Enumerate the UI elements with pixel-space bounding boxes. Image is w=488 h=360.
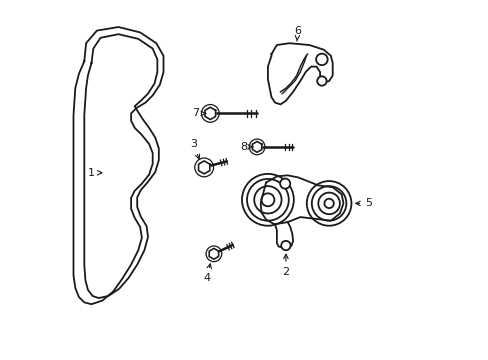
- Text: 5: 5: [355, 198, 371, 208]
- Text: 6: 6: [294, 26, 301, 41]
- Text: 8: 8: [240, 142, 252, 152]
- Polygon shape: [209, 248, 218, 259]
- Polygon shape: [252, 141, 261, 152]
- Polygon shape: [267, 43, 332, 104]
- Text: 4: 4: [203, 264, 211, 283]
- Circle shape: [316, 54, 327, 65]
- Text: 2: 2: [282, 254, 289, 277]
- Circle shape: [280, 179, 289, 189]
- Circle shape: [317, 76, 326, 86]
- Polygon shape: [198, 161, 209, 174]
- Polygon shape: [260, 175, 343, 224]
- Text: 7: 7: [192, 108, 205, 118]
- Circle shape: [281, 241, 290, 250]
- Polygon shape: [275, 222, 292, 248]
- Polygon shape: [204, 107, 215, 120]
- Text: 3: 3: [189, 139, 199, 159]
- Text: 1: 1: [88, 168, 102, 178]
